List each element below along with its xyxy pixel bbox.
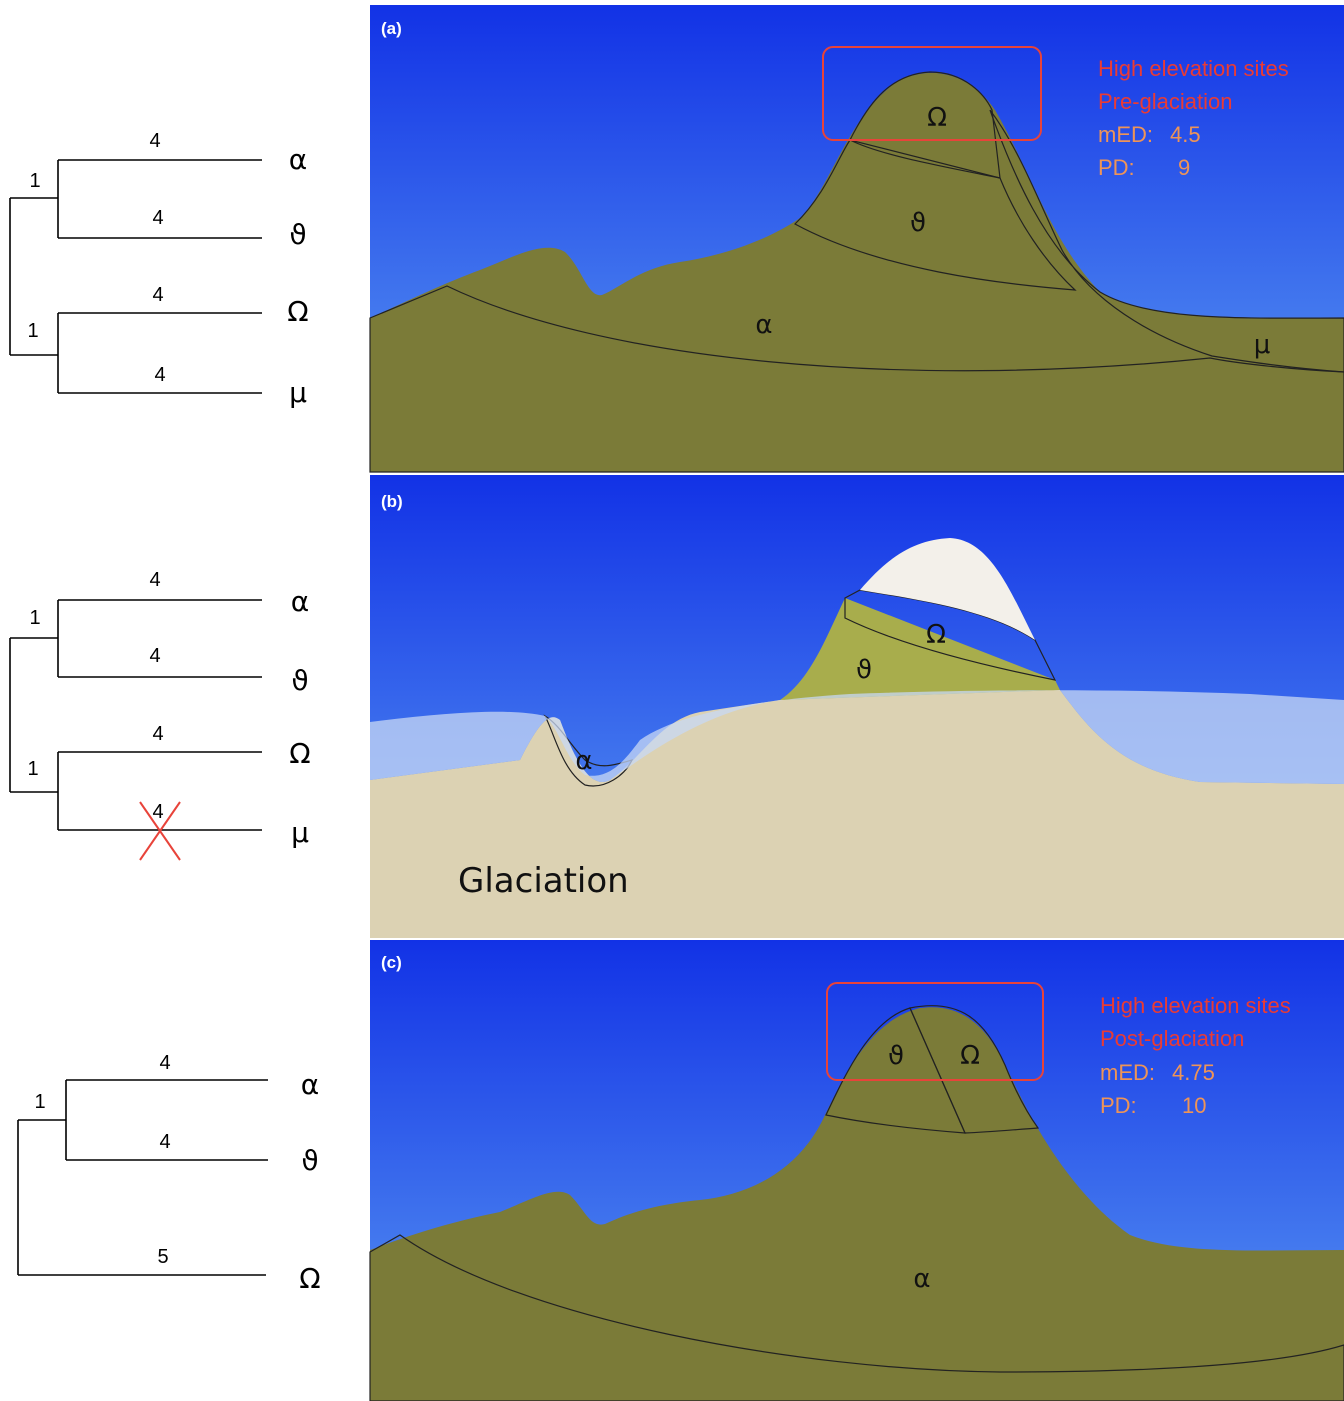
annotation-label: mED: [1098, 122, 1153, 147]
taxon: α [291, 585, 309, 618]
landscape-a: (a) Ω ϑ α μ High elevation sites Pre-gla… [370, 5, 1344, 472]
tree-a: 1 4 4 1 4 4 α ϑ Ω μ [10, 130, 309, 409]
annotation-label: PD: [1098, 155, 1135, 180]
zone-label: ϑ [910, 208, 926, 238]
branch-length: 4 [154, 364, 165, 386]
annotation-value: 9 [1178, 155, 1190, 180]
zone-label: Ω [960, 1041, 980, 1071]
annotation-title: High elevation sites [1098, 56, 1289, 81]
taxon: α [301, 1068, 319, 1101]
panel-a: 1 4 4 1 4 4 α ϑ Ω μ (a) Ω ϑ α μ High ele… [10, 5, 1344, 472]
taxon: μ [291, 816, 309, 849]
taxon: μ [289, 376, 307, 409]
branch-length: 4 [152, 801, 163, 823]
panel-label: (a) [381, 19, 402, 38]
panel-b: 1 4 4 1 4 4 α ϑ Ω μ (b) Ω ϑ α Glaciation [10, 475, 1344, 938]
zone-label: ϑ [856, 655, 872, 685]
panel-label: (b) [381, 492, 403, 511]
figure: 1 4 4 1 4 4 α ϑ Ω μ (a) Ω ϑ α μ High ele… [0, 0, 1344, 1401]
taxon: Ω [299, 1262, 320, 1295]
annotation-label: PD: [1100, 1093, 1137, 1118]
support: 1 [34, 1091, 45, 1113]
zone-label: α [575, 746, 592, 776]
tree-b: 1 4 4 1 4 4 α ϑ Ω μ [10, 569, 311, 860]
support: 1 [27, 758, 38, 780]
panel-c: 1 4 4 5 α ϑ Ω (c) ϑ Ω α High elevation s… [18, 940, 1344, 1401]
branch-length: 4 [159, 1131, 170, 1153]
branch-length: 4 [152, 284, 163, 306]
support: 1 [29, 170, 40, 192]
taxon: Ω [289, 737, 310, 770]
panel-label: (c) [381, 953, 402, 972]
annotation-label: mED: [1100, 1060, 1155, 1085]
annotation-value: 4.75 [1172, 1060, 1215, 1085]
zone-label: α [913, 1264, 930, 1294]
branch-length: 4 [159, 1052, 170, 1074]
zone-label: α [755, 310, 772, 340]
taxon: ϑ [289, 218, 306, 251]
zone-label: Ω [926, 620, 946, 650]
zone-label: μ [1254, 330, 1271, 360]
zone-label: Ω [927, 103, 947, 133]
annotation-phase: Post-glaciation [1100, 1026, 1244, 1051]
annotation-value: 4.5 [1170, 122, 1201, 147]
annotation-value: 10 [1182, 1093, 1206, 1118]
taxon: Ω [287, 295, 308, 328]
branch-length: 4 [152, 207, 163, 229]
branch-length: 5 [157, 1246, 168, 1268]
tree-c: 1 4 4 5 α ϑ Ω [18, 1052, 321, 1295]
support: 1 [27, 320, 38, 342]
taxon: ϑ [301, 1144, 318, 1177]
landscape-b: (b) Ω ϑ α Glaciation [370, 475, 1344, 938]
page: {"panels": [ {"label": "(a)", "tree": {"… [0, 0, 1344, 1401]
taxon: ϑ [291, 664, 308, 697]
branch-length: 4 [149, 569, 160, 591]
support: 1 [29, 607, 40, 629]
landscape-c: (c) ϑ Ω α High elevation sites Post-glac… [370, 940, 1344, 1401]
zone-label: ϑ [888, 1041, 904, 1071]
branch-length: 4 [149, 645, 160, 667]
caption: Glaciation [458, 861, 629, 901]
branch-length: 4 [149, 130, 160, 152]
taxon: α [289, 143, 307, 176]
annotation-title: High elevation sites [1100, 993, 1291, 1018]
branch-length: 4 [152, 723, 163, 745]
annotation-phase: Pre-glaciation [1098, 89, 1233, 114]
